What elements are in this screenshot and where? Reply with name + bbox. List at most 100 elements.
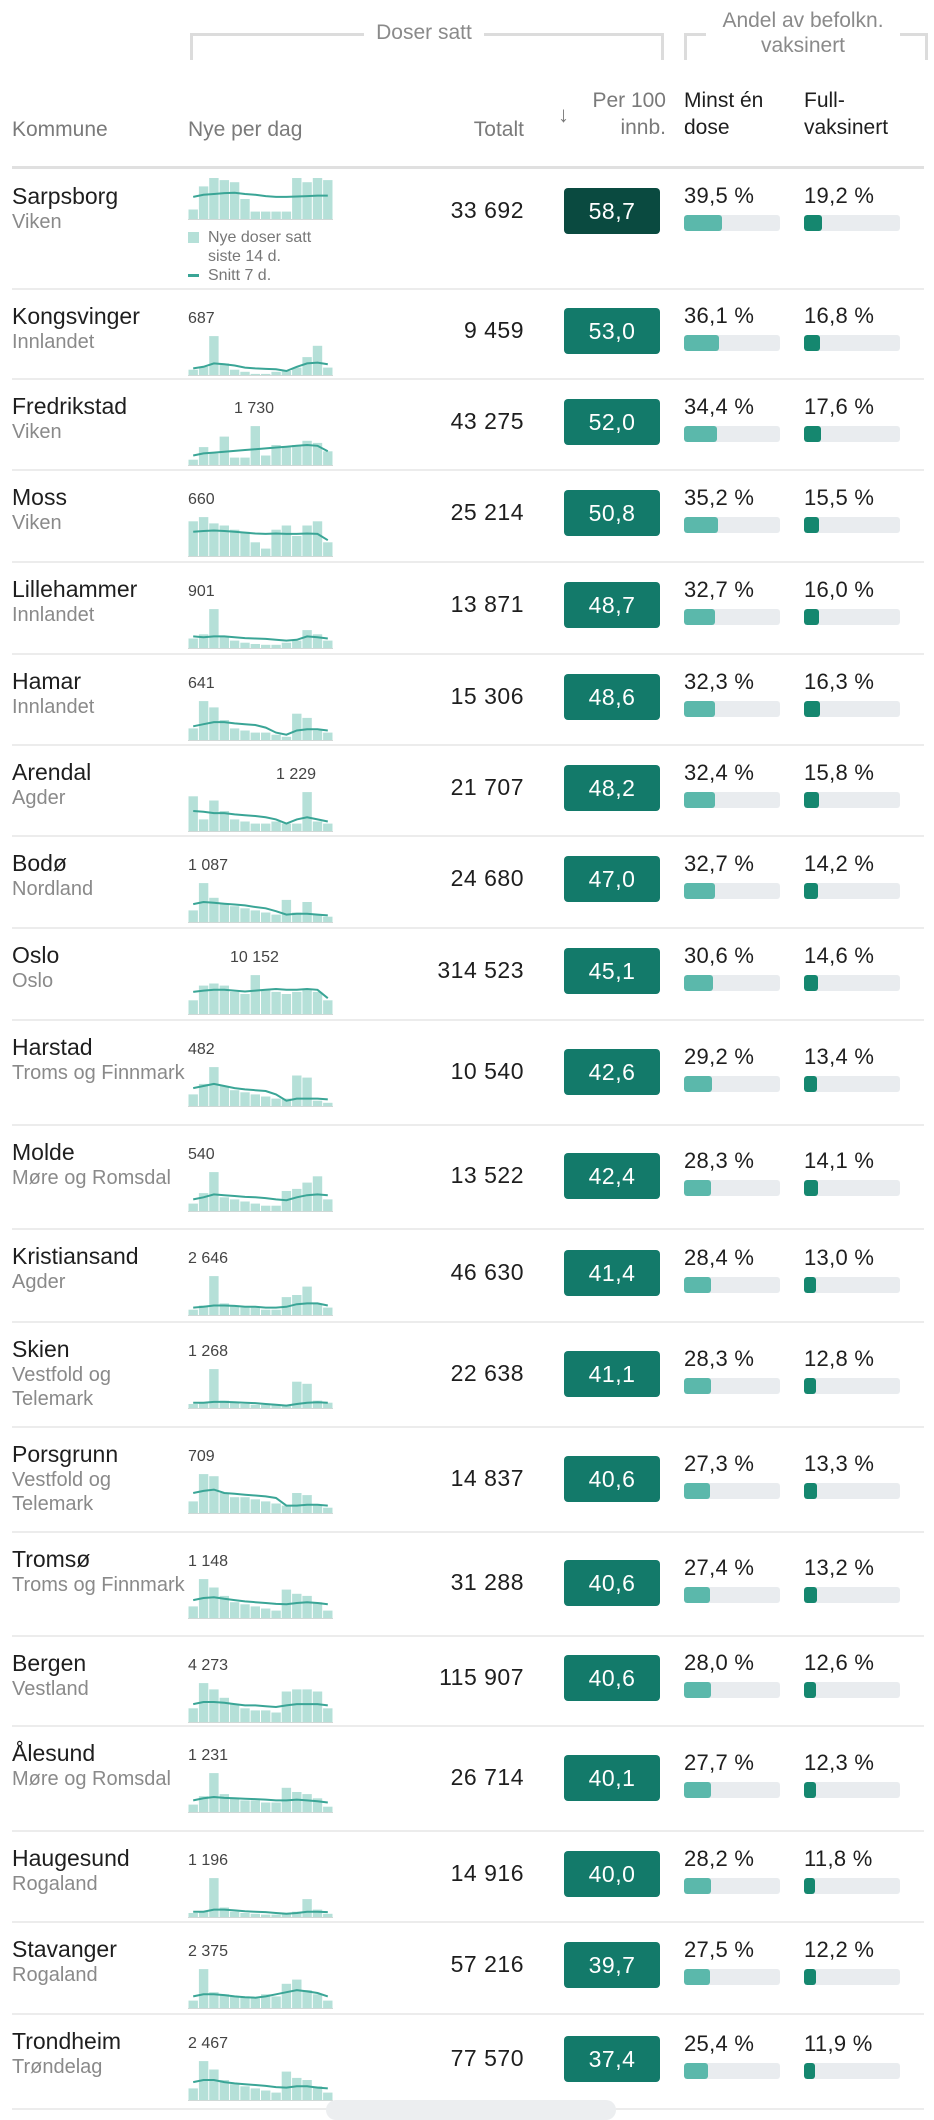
per100-badge: 42,4 [564, 1153, 660, 1199]
table-row[interactable]: Lillehammer Innlandet 901 13 871 48,7 32,7 % 1… [0, 563, 934, 655]
sparkline-chart[interactable] [188, 1965, 333, 2009]
col-header-kommune[interactable]: Kommune [12, 118, 108, 141]
table-row[interactable]: Kristiansand Agder 2 646 46 630 41,4 28,4 % 13… [0, 1230, 934, 1323]
sparkline-bar [261, 1608, 271, 1619]
sparkline-bar [281, 371, 292, 376]
kommune-name[interactable]: Stavanger [12, 1936, 117, 1962]
sparkline-chart[interactable] [188, 176, 333, 220]
table-row[interactable]: Oslo Oslo 10 152 314 523 45,1 30,6 % 14,6 % [0, 929, 934, 1021]
kommune-name[interactable]: Ålesund [12, 1740, 96, 1766]
table-row[interactable]: Tromsø Troms og Finnmark 1 148 31 288 40,6 27… [0, 1533, 934, 1637]
table-row[interactable]: Porsgrunn Vestfold og Telemark 709 14 837 40… [0, 1428, 934, 1533]
col-header-total[interactable]: Totalt [473, 118, 524, 141]
sparkline-bar [240, 730, 250, 741]
sparkline-bar [312, 1100, 323, 1107]
kommune-name[interactable]: Molde [12, 1139, 75, 1165]
kommune-name[interactable]: Lillehammer [12, 576, 138, 602]
kommune-name[interactable]: Hamar [12, 668, 82, 694]
row-divider [12, 744, 924, 746]
sparkline-bar [302, 357, 312, 376]
sparkline-bar [261, 989, 271, 1015]
sparkline-bar [302, 989, 312, 1015]
sparkline-chart[interactable] [188, 1365, 333, 1409]
kommune-name[interactable]: Kristiansand [12, 1243, 139, 1269]
sparkline-chart[interactable] [188, 605, 333, 649]
sparkline-bar [209, 707, 219, 741]
table-row[interactable]: Hamar Innlandet 641 15 306 48,6 32,3 % 16,3 % [0, 655, 934, 746]
sparkline-bar [198, 1911, 209, 1918]
table-row[interactable]: Moss Viken 660 25 214 50,8 35,2 % 15,5 % [0, 471, 934, 563]
sparkline-chart[interactable] [188, 788, 333, 832]
sparkline-chart[interactable] [188, 879, 333, 923]
sparkline-chart[interactable] [188, 1769, 333, 1813]
table-row[interactable]: Harstad Troms og Finnmark 482 10 540 42,6 29,… [0, 1021, 934, 1126]
table-row[interactable]: Sarpsborg Viken Nye doser satt siste 14 d.… [0, 168, 934, 290]
kommune-name[interactable]: Kongsvinger [12, 303, 140, 329]
col-header-min-one[interactable]: Minst én dose [684, 89, 764, 139]
col-header-full[interactable]: Full-vaksinert [804, 89, 889, 139]
kommune-name[interactable]: Harstad [12, 1034, 93, 1060]
sparkline-bar [323, 1913, 333, 1918]
sparkline-chart[interactable] [188, 1470, 333, 1514]
table-row[interactable]: Bodø Nordland 1 087 24 680 47,0 32,7 % 14,2 % [0, 837, 934, 929]
sparkline-chart[interactable] [188, 2057, 333, 2101]
table-row[interactable]: Haugesund Rogaland 1 196 14 916 40,0 28,2 % 11… [0, 1832, 934, 1923]
sparkline-bar [302, 902, 312, 923]
table-row[interactable]: Fredrikstad Viken 1 730 43 275 52,0 34,4 % 17,… [0, 380, 934, 471]
kommune-name[interactable]: Oslo [12, 942, 60, 968]
sparkline-bar [198, 1193, 209, 1212]
sparkline-chart[interactable] [188, 1272, 333, 1316]
table-row[interactable]: Ålesund Møre og Romsdal 1 231 26 714 40,1 27,… [0, 1727, 934, 1832]
per100-badge: 40,6 [564, 1655, 660, 1701]
kommune-name[interactable]: Bodø [12, 850, 67, 876]
sparkline-chart[interactable] [188, 1575, 333, 1619]
sparkline-chart[interactable] [188, 422, 333, 466]
sparkline-peak-label: 641 [188, 675, 215, 692]
sparkline-chart[interactable] [188, 1874, 333, 1918]
sparkline-chart[interactable] [188, 1063, 333, 1107]
kommune-name[interactable]: Porsgrunn [12, 1441, 119, 1467]
scroll-handle[interactable] [326, 2100, 616, 2120]
sparkline-bar [240, 1497, 250, 1514]
kommune-name[interactable]: Fredrikstad [12, 393, 128, 419]
sparkline-bar [229, 1996, 240, 2009]
min-one-dose-bar [684, 2062, 780, 2079]
kommune-name[interactable]: Haugesund [12, 1845, 130, 1871]
kommune-name[interactable]: Sarpsborg [12, 183, 119, 209]
sparkline-bar [240, 1604, 250, 1619]
table-row[interactable]: Trondheim Trøndelag 2 467 77 570 37,4 25,4 % 1… [0, 2015, 934, 2110]
sparkline-chart[interactable] [188, 1679, 333, 1723]
sparkline-chart[interactable] [188, 971, 333, 1015]
col-header-daily[interactable]: Nye per dag [188, 118, 303, 141]
kommune-name[interactable]: Tromsø [12, 1546, 91, 1572]
table-row[interactable]: Arendal Agder 1 229 21 707 48,2 32,4 % 15,8 % [0, 746, 934, 837]
kommune-name[interactable]: Trondheim [12, 2028, 122, 2054]
sparkline-bar [261, 1205, 271, 1212]
table-row[interactable]: Bergen Vestland 4 273 115 907 40,6 28,0 % 12,6… [0, 1637, 934, 1727]
min-one-dose-bar [684, 1969, 780, 1985]
sparkline-bar [229, 640, 240, 649]
table-row[interactable]: Stavanger Rogaland 2 375 57 216 39,7 27,5 % 12… [0, 1923, 934, 2015]
kommune-name[interactable]: Bergen [12, 1650, 87, 1676]
region-name: Møre og Romsdal [12, 1167, 171, 1189]
sparkline-chart[interactable] [188, 1168, 333, 1212]
kommune-name[interactable]: Arendal [12, 759, 92, 785]
kommune-name[interactable]: Skien [12, 1336, 70, 1362]
kommune-name[interactable]: Moss [12, 484, 67, 510]
full-vaccinated-bar-fill [804, 2062, 816, 2079]
sparkline-chart[interactable] [188, 513, 333, 557]
min-one-dose-pct: 32,7 % [684, 577, 755, 602]
sparkline-peak-label: 2 646 [188, 1250, 229, 1267]
table-row[interactable]: Molde Møre og Romsdal 540 13 522 42,4 28,3 % 1… [0, 1126, 934, 1230]
sparkline-bar [188, 910, 198, 923]
table-row[interactable]: Skien Vestfold og Telemark 1 268 22 638 41,1… [0, 1323, 934, 1428]
min-one-dose-bar [684, 883, 780, 899]
sparkline-chart[interactable] [188, 332, 333, 376]
table-row[interactable]: Kongsvinger Innlandet 687 9 459 53,0 36,1 % 16… [0, 290, 934, 380]
sparkline-chart[interactable] [188, 697, 333, 741]
sparkline-bar [209, 609, 219, 649]
sparkline-bar [302, 1286, 312, 1316]
sparkline-bar [292, 1493, 302, 1514]
sparkline-bar [240, 642, 250, 649]
min-one-dose-bar-fill [684, 335, 719, 351]
